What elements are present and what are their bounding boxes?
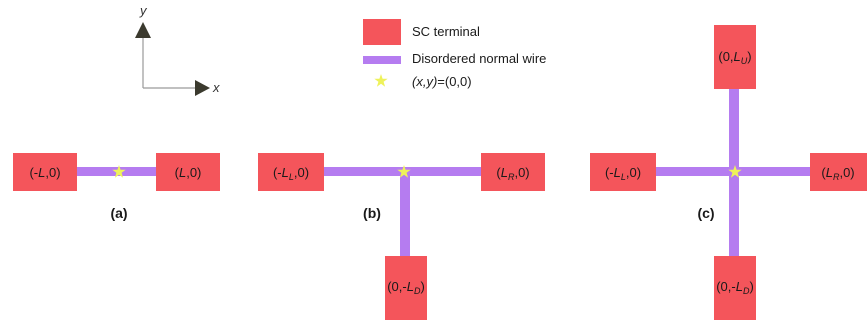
- terminal-up-label: (0,LU): [718, 49, 751, 66]
- terminal-right-label: (LR,0): [496, 165, 529, 182]
- origin-star-icon: [728, 165, 742, 178]
- axes: y x: [135, 3, 220, 96]
- x-axis-label: x: [212, 80, 220, 95]
- terminal-right-label: (L,0): [175, 165, 202, 180]
- terminal-up: [714, 25, 756, 89]
- terminal-right: [810, 153, 867, 191]
- y-axis-arrow-icon: [135, 22, 151, 38]
- legend-wire-label: Disordered normal wire: [412, 51, 546, 66]
- x-axis-arrow-icon: [195, 80, 210, 96]
- terminal-right-label: (LR,0): [821, 165, 854, 182]
- panel-c-label: (c): [697, 205, 714, 221]
- terminal-down-label: (0,-LD): [716, 279, 754, 296]
- y-axis-label: y: [139, 3, 148, 18]
- terminal-down-label: (0,-LD): [387, 279, 425, 296]
- terminal-left-label: (-LL,0): [605, 165, 641, 182]
- wire-vertical: [400, 172, 410, 262]
- legend-origin-label: (x,y)=(0,0): [412, 74, 472, 89]
- terminal-left-label: (-L,0): [29, 165, 60, 180]
- panel-a: (-L,0) (L,0) (a): [13, 153, 220, 221]
- legend-terminal-label: SC terminal: [412, 24, 480, 39]
- terminal-left: [590, 153, 656, 191]
- origin-star-icon: [397, 165, 411, 178]
- panel-a-label: (a): [110, 205, 127, 221]
- panel-b-label: (b): [363, 205, 381, 221]
- terminal-down: [385, 256, 427, 320]
- terminal-right: [156, 153, 220, 191]
- terminal-left: [13, 153, 77, 191]
- terminal-down: [714, 256, 756, 320]
- terminal-left: [258, 153, 324, 191]
- origin-star-icon: [112, 165, 126, 178]
- legend-wire-swatch: [363, 56, 401, 64]
- panel-c: (-LL,0) (LR,0) (0,LU) (0,-LD) (c): [590, 25, 867, 320]
- terminal-left-label: (-LL,0): [273, 165, 309, 182]
- legend-terminal-swatch: [363, 19, 401, 45]
- panel-b: (-LL,0) (LR,0) (0,-LD) (b): [258, 153, 545, 320]
- legend-origin-star-icon: [374, 74, 388, 87]
- legend: SC terminal Disordered normal wire (x,y)…: [363, 19, 546, 89]
- terminal-right: [481, 153, 545, 191]
